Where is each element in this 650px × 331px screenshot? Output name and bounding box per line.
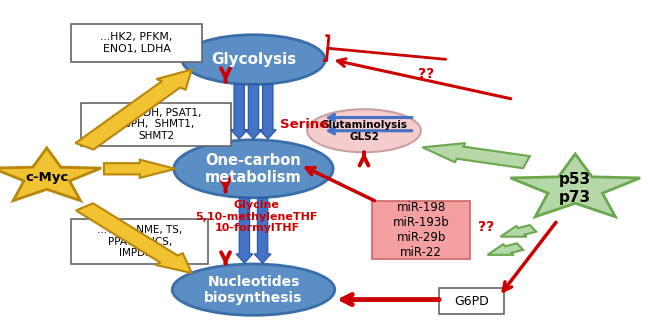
FancyArrow shape xyxy=(488,243,523,255)
FancyArrow shape xyxy=(500,225,536,237)
FancyBboxPatch shape xyxy=(81,103,231,146)
FancyArrow shape xyxy=(422,143,530,168)
FancyBboxPatch shape xyxy=(72,219,208,264)
Ellipse shape xyxy=(307,109,421,152)
FancyArrow shape xyxy=(76,203,192,273)
Polygon shape xyxy=(0,148,101,201)
Ellipse shape xyxy=(172,264,335,315)
Polygon shape xyxy=(510,154,640,217)
Text: ...HK2, PFKM,
ENO1, LDHA: ...HK2, PFKM, ENO1, LDHA xyxy=(100,32,173,54)
Text: ??: ?? xyxy=(417,68,434,81)
Text: Glutaminolysis
GLS2: Glutaminolysis GLS2 xyxy=(320,120,408,142)
Text: G6PD: G6PD xyxy=(454,295,489,308)
FancyArrow shape xyxy=(254,198,271,263)
Ellipse shape xyxy=(174,140,333,198)
Text: One-carbon
metabolism: One-carbon metabolism xyxy=(205,153,302,185)
Ellipse shape xyxy=(182,35,325,84)
FancyArrow shape xyxy=(104,160,176,178)
Text: Glycine
5,10-methyleneTHF
10-formylTHF: Glycine 5,10-methyleneTHF 10-formylTHF xyxy=(196,200,318,233)
FancyBboxPatch shape xyxy=(372,201,470,259)
Text: ??: ?? xyxy=(478,220,494,234)
Text: Nucleotides
biosynthesis: Nucleotides biosynthesis xyxy=(204,274,303,305)
Text: miR-198
miR-193b
miR-29b
miR-22: miR-198 miR-193b miR-29b miR-22 xyxy=(393,201,450,259)
FancyArrow shape xyxy=(75,70,192,150)
Text: Serine: Serine xyxy=(280,118,328,131)
FancyBboxPatch shape xyxy=(439,288,504,314)
FancyArrow shape xyxy=(236,198,253,263)
Text: p53
p73: p53 p73 xyxy=(559,172,592,205)
FancyArrow shape xyxy=(231,84,248,139)
Text: c-Myc: c-Myc xyxy=(25,170,68,184)
FancyArrow shape xyxy=(259,84,276,139)
Text: ...CAD, NME, TS,
PPAT, PAICS,
IMPDH2: ...CAD, NME, TS, PPAT, PAICS, IMPDH2 xyxy=(97,225,183,258)
FancyArrow shape xyxy=(245,84,262,139)
Text: Glycolysis: Glycolysis xyxy=(211,52,296,67)
FancyBboxPatch shape xyxy=(72,24,202,62)
Text: ...PHGDH, PSAT1,
PSPH,  SHMT1,
SHMT2: ...PHGDH, PSAT1, PSPH, SHMT1, SHMT2 xyxy=(111,108,202,141)
